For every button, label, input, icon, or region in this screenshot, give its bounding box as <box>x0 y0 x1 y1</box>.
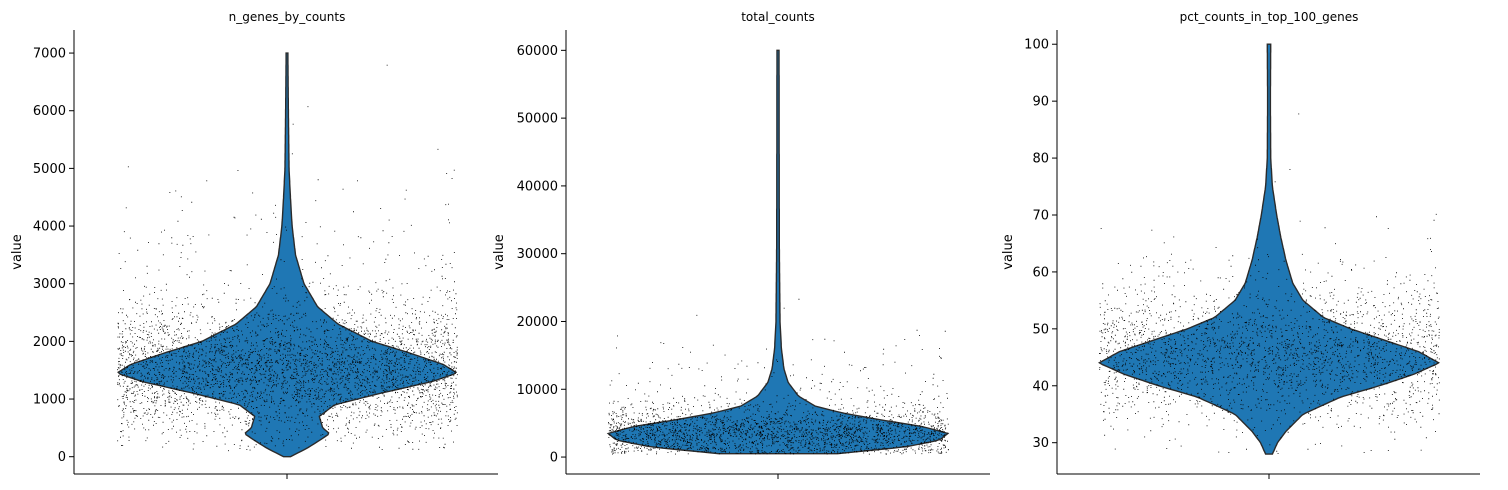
y-tick-label: 60000 <box>517 44 558 59</box>
plot-area <box>1097 43 1441 455</box>
y-tick-label: 0 <box>58 450 66 465</box>
y-tick-label: 100 <box>1024 38 1049 53</box>
y-tick-label: 70 <box>1032 209 1049 224</box>
y-tick-label: 3000 <box>33 277 66 292</box>
y-ticks: 30 40 50 60 70 80 90 100 <box>1024 38 1270 479</box>
violin-body <box>117 52 457 458</box>
y-tick-label: 5000 <box>33 162 66 177</box>
y-ticks: 0 10000 20000 30000 40000 50000 60000 <box>517 44 779 479</box>
plot-area <box>606 49 950 455</box>
violin-body <box>606 49 950 455</box>
y-tick-label: 7000 <box>33 47 66 62</box>
y-axis-label: value <box>492 234 507 270</box>
y-tick-label: 30000 <box>517 247 558 262</box>
y-tick-label: 80 <box>1032 152 1049 167</box>
panel-title: n_genes_by_counts <box>229 10 346 24</box>
panel-pct-counts-in-top-100-genes: pct_counts_in_top_100_genes value 30 40 50… <box>1001 10 1480 479</box>
violin-body <box>1097 43 1441 455</box>
panel-title: total_counts <box>741 10 815 24</box>
y-tick-label: 20000 <box>517 315 558 330</box>
y-tick-label: 50 <box>1032 322 1049 337</box>
y-tick-label: 2000 <box>33 335 66 350</box>
y-tick-label: 90 <box>1032 95 1049 110</box>
scatter-points <box>117 64 458 452</box>
panel-n-genes-by-counts: n_genes_by_counts value 0 1000 2000 3000 400… <box>10 10 498 479</box>
y-ticks: 0 1000 2000 3000 4000 5000 6000 7000 <box>33 47 288 479</box>
y-tick-label: 40000 <box>517 179 558 194</box>
y-tick-label: 10000 <box>517 383 558 398</box>
y-tick-label: 60 <box>1032 265 1049 280</box>
panel-total-counts: total_counts value 0 10000 20000 30000 40000… <box>492 10 990 479</box>
y-tick-label: 30 <box>1032 436 1049 451</box>
y-axis-label: value <box>1001 234 1016 270</box>
y-axis-label: value <box>10 234 25 270</box>
y-tick-label: 40 <box>1032 379 1049 394</box>
plot-area <box>117 52 458 458</box>
y-tick-label: 1000 <box>33 393 66 408</box>
y-tick-label: 0 <box>550 451 558 466</box>
y-tick-label: 4000 <box>33 220 66 235</box>
y-tick-label: 50000 <box>517 112 558 127</box>
panel-title: pct_counts_in_top_100_genes <box>1180 10 1359 24</box>
y-tick-label: 6000 <box>33 104 66 119</box>
